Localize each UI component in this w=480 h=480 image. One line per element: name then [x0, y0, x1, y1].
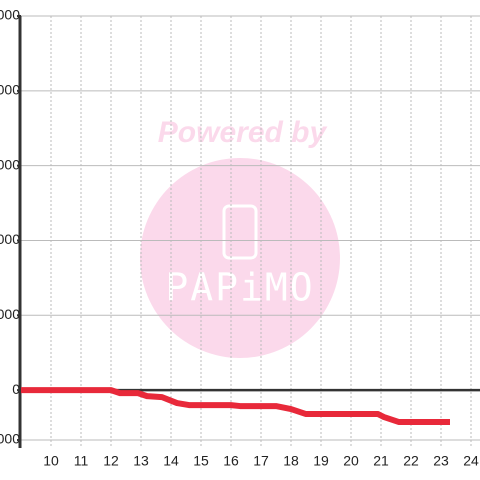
x-tick-label: 16	[223, 453, 239, 469]
x-tick-label: 22	[403, 453, 419, 469]
x-tick-label: 10	[43, 453, 59, 469]
x-tick-label: 21	[373, 453, 389, 469]
data-line	[21, 387, 450, 426]
x-tick-label: 19	[313, 453, 329, 469]
x-tick-label: 18	[283, 453, 299, 469]
x-tick-label: 15	[193, 453, 209, 469]
watermark-logo: PAPiMO	[165, 266, 314, 310]
y-tick-label: 150,000	[0, 7, 20, 23]
x-tick-label: 23	[433, 453, 449, 469]
watermark-text: Powered by	[158, 116, 328, 149]
x-tick-label: 20	[343, 453, 359, 469]
x-tick-label: 14	[163, 453, 179, 469]
y-tick-label: 0	[12, 381, 20, 397]
y-tick-label: 90,000	[0, 156, 20, 172]
x-tick-label: 24	[463, 453, 479, 469]
watermark: Powered by PAPiMO	[140, 116, 340, 358]
x-tick-label: 13	[133, 453, 149, 469]
y-tick-label: 30,000	[0, 306, 20, 322]
watermark-icon	[222, 204, 258, 260]
y-tick-label: -20,000	[0, 431, 20, 447]
x-tick-label: 12	[103, 453, 119, 469]
x-tick-label: 17	[253, 453, 269, 469]
y-tick-label: 120,000	[0, 82, 20, 98]
y-tick-label: 60,000	[0, 231, 20, 247]
x-tick-label: 11	[74, 453, 89, 469]
